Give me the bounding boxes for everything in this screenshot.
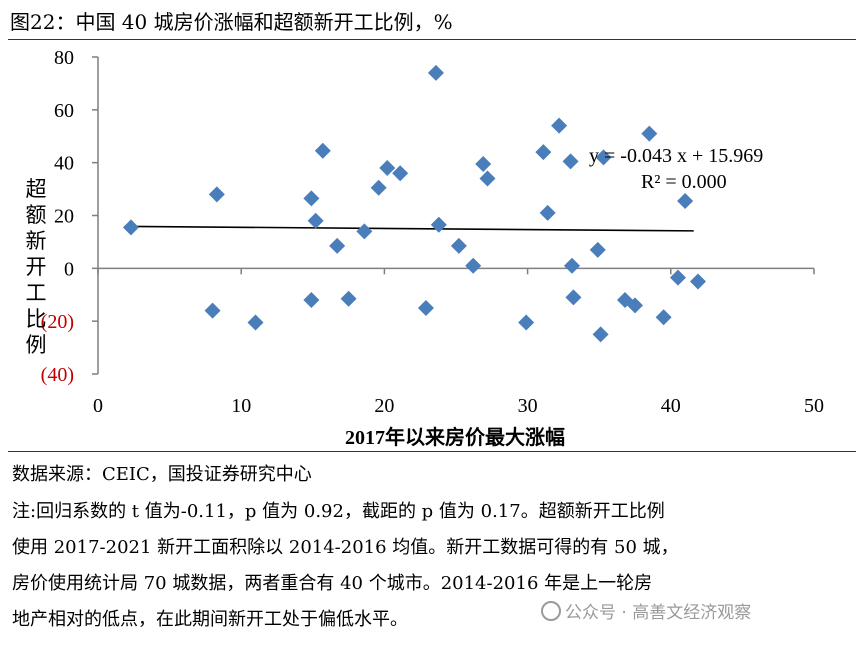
x-tick-label: 30 <box>518 395 538 417</box>
data-point <box>204 302 221 319</box>
y-tick-label: 0 <box>64 258 74 280</box>
x-tick-label: 0 <box>93 395 103 417</box>
data-point <box>379 159 396 176</box>
top-rule <box>8 39 856 40</box>
y-axis-label: 超额新开工比例 <box>26 177 47 357</box>
y-tick-label: 60 <box>54 100 74 122</box>
y-axis-label-char: 工 <box>26 281 47 305</box>
scatter-points <box>122 64 707 343</box>
data-point <box>539 204 556 221</box>
bottom-rule <box>8 451 856 452</box>
note-line-3: 房价使用统计局 70 城数据，两者重合有 40 个城市。2014-2016 年是… <box>12 573 653 594</box>
data-point <box>479 170 496 187</box>
chart-axes: 80 60 40 20 0 (20) (40) 0 10 20 30 40 50 <box>41 47 824 417</box>
trendline <box>130 225 694 232</box>
data-point <box>655 309 672 326</box>
scatter-chart: 80 60 40 20 0 (20) (40) 0 10 20 30 40 50 超额新开工比例 201… <box>26 47 825 449</box>
data-point <box>430 216 447 233</box>
data-point <box>370 179 387 196</box>
trendline-equation: y = -0.043 x + 15.969 <box>589 145 763 167</box>
data-point <box>677 192 694 209</box>
y-tick-label: 80 <box>54 47 74 69</box>
note-line-1: 注:回归系数的 t 值为-0.11，p 值为 0.92，截距的 p 值为 0.1… <box>12 501 665 522</box>
x-tick-label: 40 <box>661 395 681 417</box>
data-point <box>122 219 139 236</box>
x-tick-label: 10 <box>231 395 251 417</box>
x-tick-label: 20 <box>374 395 394 417</box>
data-point <box>669 269 686 286</box>
y-axis-label-char: 新 <box>26 229 47 253</box>
y-axis-label-char: 额 <box>26 203 47 227</box>
watermark: 公众号 · 高善文经济观察 <box>541 598 751 623</box>
data-point <box>475 155 492 172</box>
data-point <box>340 290 357 307</box>
x-tick-label: 50 <box>804 395 824 417</box>
data-point <box>518 314 535 331</box>
data-point <box>307 212 324 229</box>
y-tick-label: (20) <box>41 311 74 333</box>
x-axis-label: 2017年以来房价最大涨幅 <box>345 425 565 449</box>
wechat-icon <box>541 601 561 621</box>
data-point <box>562 153 579 170</box>
y-axis-label-char: 比 <box>26 307 47 331</box>
y-axis-label-char: 超 <box>26 177 47 201</box>
data-point <box>627 297 643 314</box>
data-point <box>392 165 409 182</box>
y-tick-label: 20 <box>54 206 74 228</box>
data-point <box>450 237 467 254</box>
data-point <box>589 241 606 258</box>
trendline-group <box>130 225 694 232</box>
data-point <box>690 273 707 290</box>
data-point <box>641 125 658 142</box>
data-point <box>563 257 580 274</box>
y-tick-label: (40) <box>41 364 74 386</box>
data-point <box>592 326 609 343</box>
y-tick-label: 40 <box>54 153 74 175</box>
data-point <box>465 257 482 274</box>
watermark-text: 公众号 · 高善文经济观察 <box>565 603 752 623</box>
data-point <box>356 223 373 240</box>
data-point <box>314 142 331 159</box>
data-point <box>247 314 264 331</box>
note-line-2: 使用 2017-2021 新开工面积除以 2014-2016 均值。新开工数据可… <box>12 537 679 558</box>
data-point <box>329 237 346 254</box>
y-axis-label-char: 开 <box>26 255 47 279</box>
data-point <box>208 186 225 203</box>
data-source: 数据来源：CEIC，国投证券研究中心 <box>12 464 312 485</box>
data-point <box>595 149 612 166</box>
data-point <box>565 289 582 306</box>
trendline-r2: R² = 0.000 <box>641 171 727 193</box>
y-axis-label-char: 例 <box>26 333 47 357</box>
data-point <box>303 292 320 309</box>
data-point <box>551 117 568 134</box>
data-point <box>535 144 552 161</box>
note-line-4: 地产相对的低点，在此期间新开工处于偏低水平。 <box>12 609 408 630</box>
data-point <box>427 64 444 81</box>
data-point <box>303 190 320 207</box>
figure-title: 图22：中国 40 城房价涨幅和超额新开工比例，% <box>10 10 453 34</box>
data-point <box>417 299 434 316</box>
